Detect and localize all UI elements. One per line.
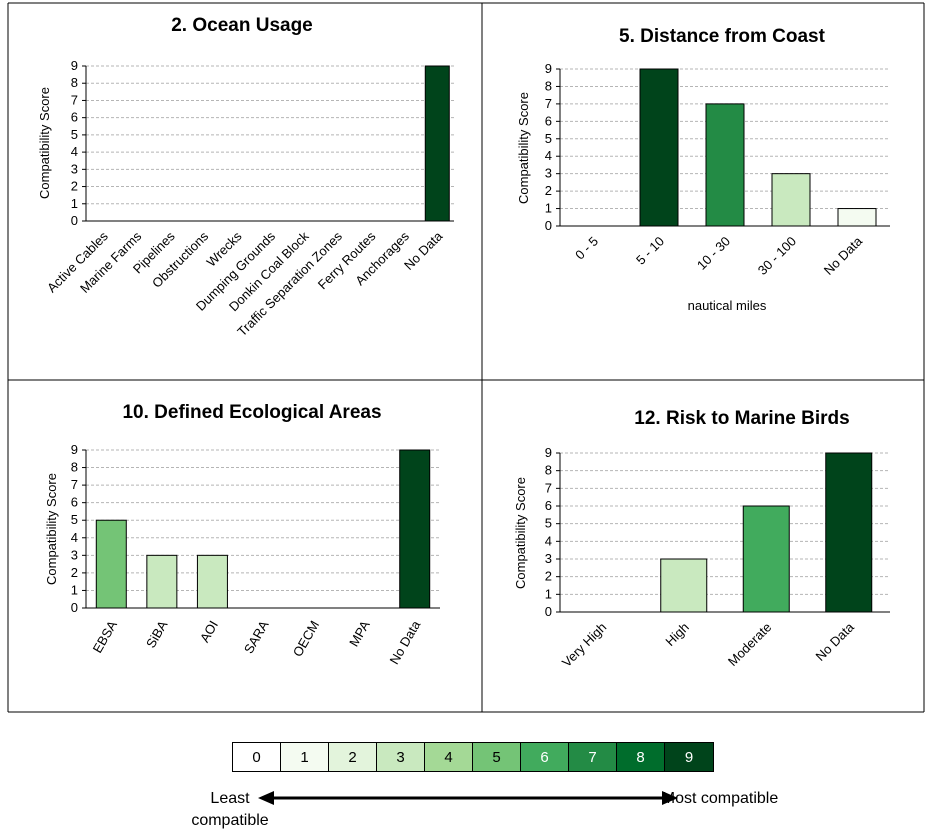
x-tick-label: 30 - 100 [755,234,799,278]
x-tick-label: Moderate [725,620,774,669]
x-tick-label: MPA [346,618,373,649]
x-tick-label: AOI [197,618,221,645]
legend-swatch-9: 9 [665,743,713,771]
x-tick-label: No Data [386,617,423,666]
chart-title: 10. Defined Ecological Areas [122,402,381,423]
chart-title: 12. Risk to Marine Birds [634,408,849,429]
bar-no-data [424,65,450,222]
chart-grid: 2. Ocean Usage 0 1 2 3 4 5 6 7 8 9 Compatibility Sc… [7,2,925,713]
y-tick-label: 9 [545,445,552,460]
most-compatible-label: Most compatible [661,790,779,807]
y-tick-label: 0 [545,218,552,233]
x-tick-label: 5 - 10 [633,234,667,268]
y-tick-label: 9 [545,61,552,76]
y-axis-label: Compatibility Score [44,473,59,585]
legend-swatch-3: 3 [377,743,425,771]
y-tick-label: 6 [71,495,78,510]
bar-30-100 [771,173,811,227]
y-tick-label: 0 [545,604,552,619]
y-tick-label: 3 [71,547,78,562]
panel-frame [7,2,925,713]
y-tick-label: 2 [71,565,78,580]
x-tick-label: SARA [241,618,272,656]
y-tick-label: 6 [545,498,552,513]
y-tick-label: 0 [71,213,78,228]
y-tick-label: 6 [545,113,552,128]
y-tick-label: 0 [71,600,78,615]
legend-swatch-7: 7 [569,743,617,771]
y-axis-label: Compatibility Score [513,477,528,589]
y-tick-label: 8 [545,78,552,93]
y-tick-label: 7 [545,480,552,495]
chart-title: 2. Ocean Usage [171,15,313,36]
least-compatible-label: Least compatible [191,790,269,829]
bar-no-data [399,449,431,609]
legend-swatch-4: 4 [425,743,473,771]
bar-no-data [837,208,877,227]
y-tick-label: 3 [545,551,552,566]
y-tick-label: 4 [71,144,78,159]
x-tick-label: SiBA [143,618,171,651]
y-axis-label: Compatibility Score [516,92,531,204]
chart-5-distance-from-coast: 5. Distance from Coast 0 1 2 3 4 5 6 7 8 9 Compatib… [516,26,890,313]
y-tick-label: 9 [71,442,78,457]
chart-title: 5. Distance from Coast [619,26,826,47]
legend-swatch-5: 5 [473,743,521,771]
x-tick-label: 0 - 5 [572,234,601,263]
x-tick-label: Very High [559,620,609,670]
compatibility-arrow [258,791,678,805]
x-tick-label: EBSA [90,618,120,656]
y-tick-label: 1 [545,586,552,601]
bar-aoi [196,554,228,609]
y-tick-label: 4 [71,530,78,545]
legend-swatch-6: 6 [521,743,569,771]
chart-12-risk-to-marine-birds: 12. Risk to Marine Birds 0 1 2 3 4 5 6 7 8 9 Compat… [513,408,890,670]
y-tick-label: 1 [71,196,78,211]
x-tick-label: OECM [290,618,322,659]
bar-high [660,558,708,613]
bar-ebsa [95,519,127,609]
y-tick-label: 2 [71,179,78,194]
y-tick-label: 1 [545,201,552,216]
y-tick-label: 6 [71,110,78,125]
y-tick-label: 7 [71,92,78,107]
x-tick-label: No Data [401,228,446,273]
bar-moderate [742,505,790,613]
x-tick-label: 10 - 30 [694,234,733,273]
y-tick-label: 5 [71,127,78,142]
legend-swatch-2: 2 [329,743,377,771]
x-tick-label: High [662,620,692,650]
y-tick-label: 7 [71,477,78,492]
chart-10-defined-ecological-areas: 10. Defined Ecological Areas 0 1 2 3 4 5 6 7 8 9 Co… [44,402,440,667]
y-tick-label: 4 [545,148,552,163]
y-tick-label: 3 [545,166,552,181]
x-tick-label: No Data [821,233,866,278]
y-tick-label: 2 [545,569,552,584]
y-tick-label: 5 [71,512,78,527]
y-tick-label: 5 [545,516,552,531]
x-tick-label: No Data [813,619,858,664]
y-tick-label: 8 [545,463,552,478]
legend-swatch-1: 1 [281,743,329,771]
y-tick-label: 1 [71,582,78,597]
x-axis-label: nautical miles [688,298,767,313]
legend-swatch-0: 0 [233,743,281,771]
y-tick-label: 2 [545,183,552,198]
y-tick-label: 7 [545,96,552,111]
y-tick-label: 8 [71,75,78,90]
y-tick-label: 8 [71,460,78,475]
legend-swatch-8: 8 [617,743,665,771]
bar-10-30 [705,103,745,227]
bar-siba [146,554,178,609]
chart-2-ocean-usage: 2. Ocean Usage 0 1 2 3 4 5 6 7 8 9 Compatibility Sc… [37,15,454,339]
y-tick-label: 4 [545,533,552,548]
y-tick-label: 9 [71,58,78,73]
y-tick-label: 3 [71,161,78,176]
bar-no-data [825,452,873,613]
y-axis-label: Compatibility Score [37,87,52,199]
bar-5-10 [639,68,679,227]
y-tick-label: 5 [545,131,552,146]
